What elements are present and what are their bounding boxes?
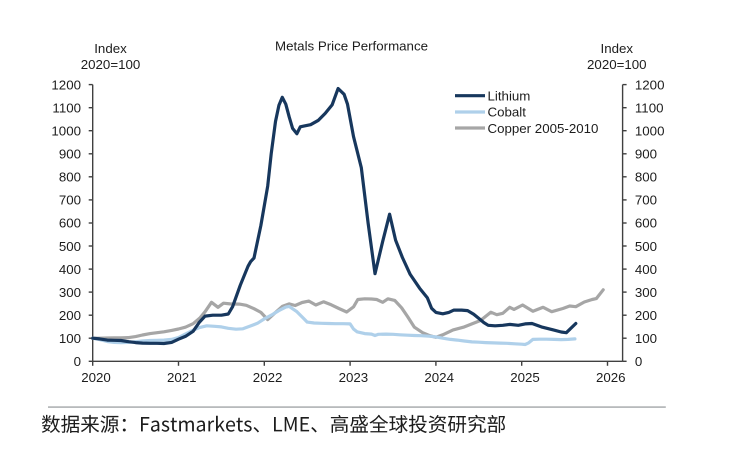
svg-text:1100: 1100 (635, 100, 664, 115)
svg-text:500: 500 (59, 239, 81, 254)
svg-text:1200: 1200 (51, 77, 81, 92)
svg-text:400: 400 (635, 262, 657, 277)
svg-text:100: 100 (635, 331, 657, 346)
svg-text:400: 400 (59, 262, 81, 277)
svg-text:900: 900 (635, 147, 657, 162)
svg-text:1000: 1000 (51, 124, 81, 139)
svg-text:300: 300 (59, 285, 81, 300)
svg-text:700: 700 (59, 193, 81, 208)
svg-text:2024: 2024 (424, 370, 454, 385)
svg-text:2025: 2025 (510, 370, 540, 385)
svg-text:900: 900 (59, 147, 81, 162)
svg-text:1100: 1100 (52, 100, 81, 115)
svg-text:0: 0 (74, 354, 81, 369)
svg-text:Copper 2005-2010: Copper 2005-2010 (488, 121, 599, 136)
svg-text:Cobalt: Cobalt (488, 105, 527, 120)
svg-text:2022: 2022 (253, 370, 283, 385)
svg-text:Index: Index (601, 41, 634, 56)
svg-text:1200: 1200 (635, 77, 665, 92)
svg-text:1000: 1000 (635, 124, 665, 139)
svg-text:Index: Index (94, 41, 127, 56)
svg-text:100: 100 (59, 331, 81, 346)
svg-text:2023: 2023 (339, 370, 369, 385)
svg-text:500: 500 (635, 239, 657, 254)
svg-text:0: 0 (635, 354, 642, 369)
svg-text:200: 200 (635, 308, 657, 323)
svg-text:700: 700 (635, 193, 657, 208)
svg-text:Lithium: Lithium (488, 88, 531, 103)
svg-text:600: 600 (59, 216, 81, 231)
svg-text:2021: 2021 (167, 370, 197, 385)
svg-text:Metals Price Performance: Metals Price Performance (275, 38, 428, 53)
svg-text:2020=100: 2020=100 (81, 57, 141, 72)
svg-text:2026: 2026 (596, 370, 626, 385)
svg-text:200: 200 (59, 308, 81, 323)
svg-text:2020=100: 2020=100 (587, 57, 647, 72)
svg-text:2020: 2020 (81, 370, 111, 385)
svg-text:300: 300 (635, 285, 657, 300)
svg-text:800: 800 (635, 170, 657, 185)
svg-text:600: 600 (635, 216, 657, 231)
svg-text:800: 800 (59, 170, 81, 185)
